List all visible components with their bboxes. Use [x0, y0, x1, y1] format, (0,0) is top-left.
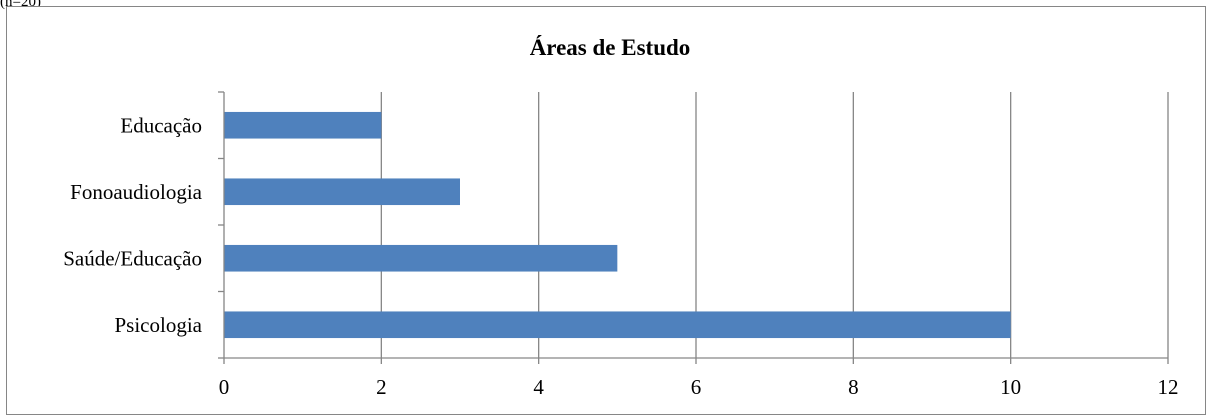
y-category-label: Educação	[120, 113, 202, 137]
chart-frame	[6, 6, 1206, 415]
chart-title: Áreas de Estudo	[530, 35, 691, 60]
axis-labels: 0 2 4 6 8 10 12 Educação Fonoaudiologia Saúde/Edu…	[63, 113, 1178, 399]
y-category-label: Psicologia	[115, 313, 203, 337]
y-category-label: Saúde/Educação	[63, 246, 202, 270]
y-category-label: Fonoaudiologia	[70, 180, 203, 204]
x-tick-label: 8	[848, 375, 859, 399]
bar-educa-o	[224, 111, 382, 139]
bar-fonoaudiologia	[224, 178, 460, 206]
bar-sa-de-educa-o	[224, 244, 618, 272]
bar-psicologia	[224, 311, 1011, 339]
x-tick-label: 4	[533, 375, 544, 399]
x-tick-label: 2	[376, 375, 387, 399]
axes	[218, 91, 1169, 364]
x-tick-label: 0	[219, 375, 230, 399]
corner-label: (n=20)	[0, 0, 41, 10]
bars	[224, 111, 1011, 339]
x-tick-label: 10	[1000, 375, 1021, 399]
x-tick-label: 12	[1158, 375, 1179, 399]
x-tick-label: 6	[691, 375, 702, 399]
